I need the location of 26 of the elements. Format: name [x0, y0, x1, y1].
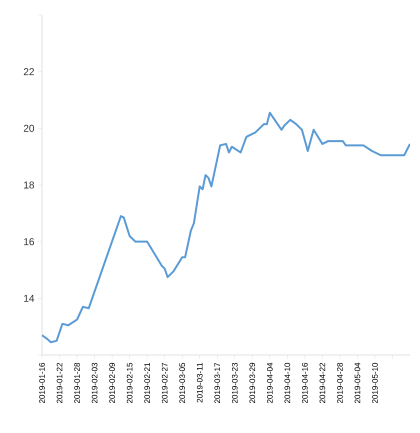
x-tick-label: 2019-02-15	[126, 362, 132, 404]
x-tick-label: 2019-03-11	[196, 362, 203, 402]
x-tick-label: 2019-04-16	[302, 362, 308, 404]
y-tick-label: 18	[24, 181, 34, 189]
y-tick-label: 22	[24, 68, 34, 76]
x-tick-label: 2019-03-05	[179, 362, 186, 404]
x-tick-label: 2019-01-28	[74, 362, 80, 404]
x-tick-label: 2019-05-04	[354, 362, 360, 404]
x-tick-label: 2019-03-23	[232, 362, 238, 404]
x-tick-label: 2019-03-17	[214, 362, 220, 404]
line-series	[42, 112, 410, 344]
x-tick-label: 2019-01-16	[39, 362, 45, 404]
x-tick-label: 2019-04-28	[337, 362, 343, 404]
x-tick-label: 2019-03-29	[249, 362, 256, 404]
x-tick-label: 2019-02-09	[109, 362, 115, 404]
x-tick-label: 2019-02-03	[92, 362, 98, 404]
x-tick-label: 2019-04-22	[320, 362, 326, 404]
x-tick-label: 2019-02-27	[162, 362, 168, 404]
y-tick-label: 16	[24, 238, 34, 246]
x-tick-label: 2019-01-22	[56, 362, 62, 404]
x-tick-label: 2019-02-21	[144, 362, 150, 404]
x-tick-label: 2019-05-10	[372, 362, 378, 404]
x-tick-label: 2019-04-10	[284, 362, 290, 404]
y-tick-label: 20	[24, 124, 34, 132]
y-tick-label: 14	[24, 294, 34, 302]
x-tick-label: 2019-04-04	[266, 362, 273, 404]
